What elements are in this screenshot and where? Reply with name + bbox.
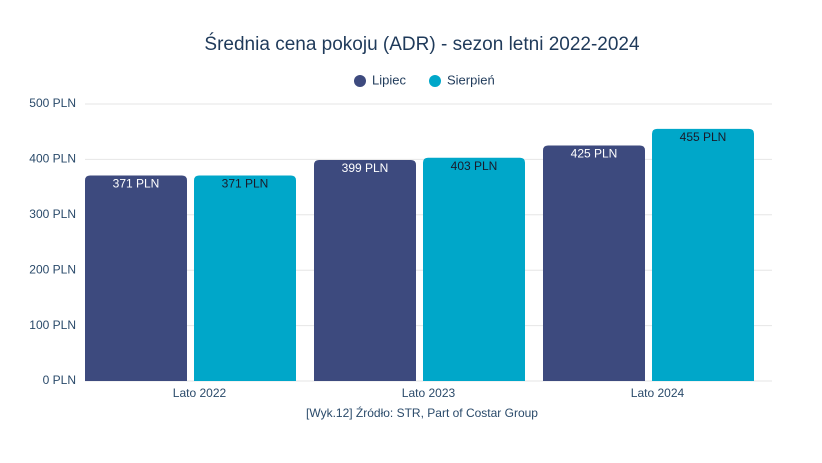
x-tick-label: Lato 2024 (631, 386, 685, 400)
source-note: [Wyk.12] Źródło: STR, Part of Costar Gro… (306, 405, 538, 420)
y-tick-label: 0 PLN (43, 373, 76, 387)
x-tick-label: Lato 2023 (402, 386, 456, 400)
y-tick-label: 200 PLN (29, 262, 76, 276)
y-tick-label: 400 PLN (29, 152, 76, 166)
x-tick-label: Lato 2022 (173, 386, 227, 400)
value-label: 371 PLN (113, 177, 160, 191)
bar (423, 157, 525, 381)
y-tick-label: 300 PLN (29, 207, 76, 221)
legend-label: Sierpień (447, 72, 495, 87)
legend-swatch (429, 75, 441, 87)
value-label: 425 PLN (571, 147, 618, 161)
bar (543, 145, 645, 381)
y-tick-label: 100 PLN (29, 318, 76, 332)
value-label: 403 PLN (451, 159, 498, 173)
bar (652, 128, 754, 381)
legend-swatch (354, 75, 366, 87)
y-tick-label: 500 PLN (29, 96, 76, 110)
value-label: 399 PLN (342, 161, 389, 175)
bar (314, 159, 416, 381)
bar (194, 175, 296, 381)
value-label: 455 PLN (680, 130, 727, 144)
value-label: 371 PLN (222, 177, 269, 191)
legend-label: Lipiec (372, 72, 406, 87)
chart-title: Średnia cena pokoju (ADR) - sezon letni … (204, 33, 640, 55)
bar (85, 175, 187, 381)
